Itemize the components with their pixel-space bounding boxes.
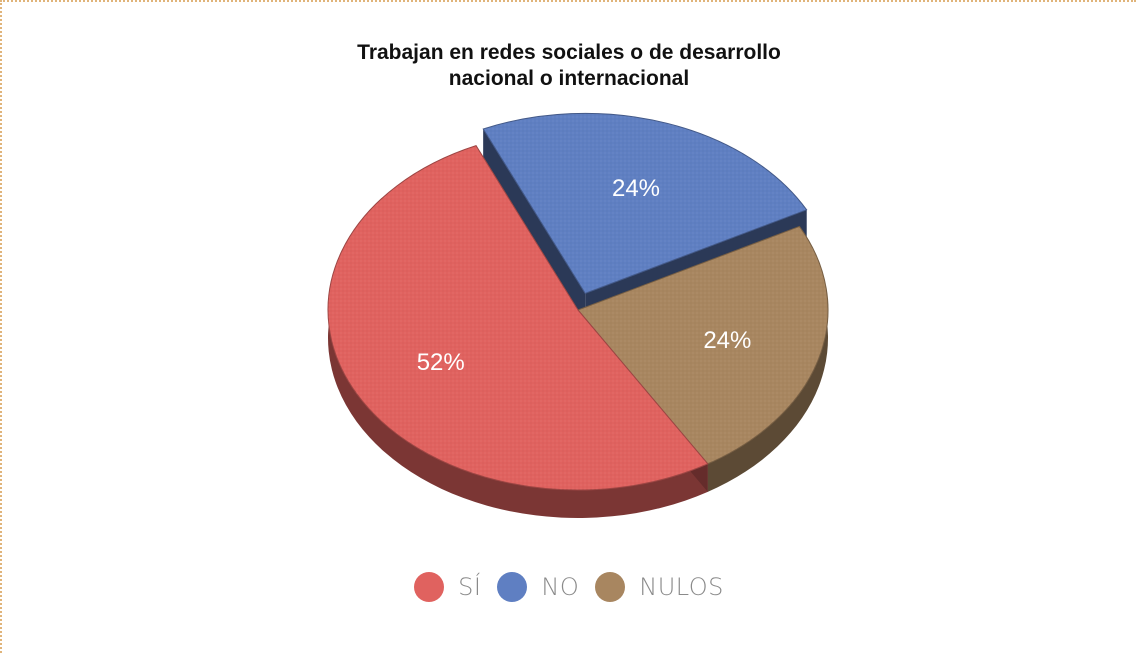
legend-item-si: SÍ [414, 572, 481, 602]
slice-side-si [328, 145, 708, 518]
legend-swatch-no [497, 572, 528, 602]
pie-slices [327, 112, 829, 491]
chart-title-line-1: Trabajan en redes sociales o de desarrol… [357, 41, 781, 64]
chart-title: Trabajan en redes sociales o de desarrol… [0, 40, 1138, 92]
chart-title-line-2: nacional o internacional [448, 67, 690, 90]
legend-swatch-nulos [595, 572, 626, 602]
legend-label-si: SÍ [458, 573, 482, 601]
slice-side-nulos [707, 226, 828, 492]
slice-texture-nulos [578, 226, 828, 464]
legend-item-nulos: NULOS [595, 572, 724, 602]
legend: SÍ NO NULOS [0, 572, 1138, 602]
slice-texture-no [483, 113, 807, 294]
pie-labels: 24% 24% 52% [417, 175, 752, 376]
legend-label-nulos: NULOS [639, 573, 724, 601]
data-label-no: 24% [612, 175, 660, 202]
legend-swatch-si [414, 572, 445, 602]
data-label-nulos: 24% [703, 327, 751, 354]
legend-item-no: NO [497, 572, 579, 602]
legend-label-no: NO [541, 573, 580, 601]
slice-texture-si [328, 145, 708, 491]
data-label-si: 52% [417, 349, 465, 376]
slice-face-no-0 [483, 129, 586, 322]
